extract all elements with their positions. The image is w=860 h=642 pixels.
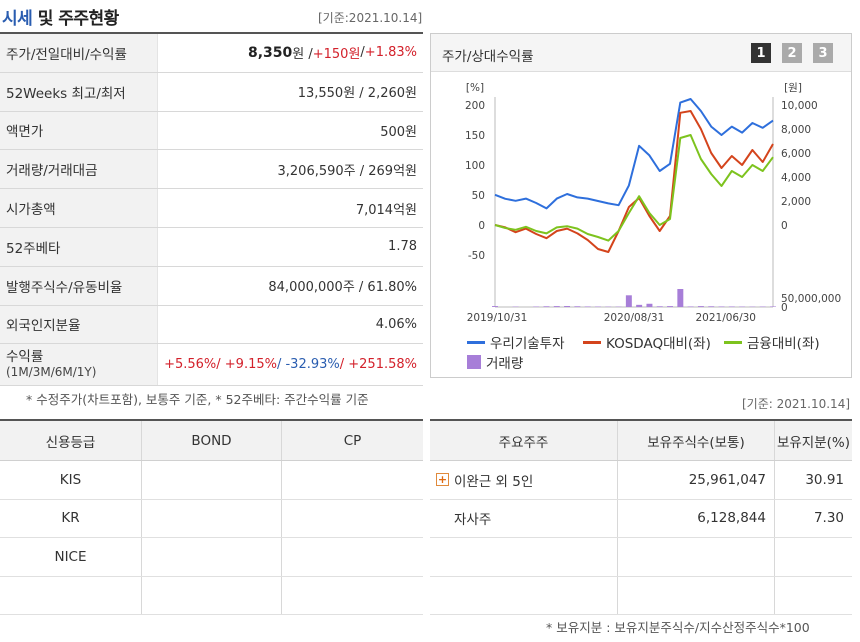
volume-bar bbox=[492, 306, 498, 307]
right-tick-label: 4,000 bbox=[781, 172, 811, 184]
chart-title: 주가/상대수익률 bbox=[442, 49, 534, 65]
volume-bar bbox=[728, 306, 735, 307]
right-tick-label: 0 bbox=[781, 220, 788, 232]
info-row-beta: 52주베타 1.78 bbox=[0, 227, 423, 267]
x-tick-label: 2020/08/31 bbox=[604, 312, 665, 324]
table-row: KR bbox=[0, 499, 423, 538]
left-axis-unit: [%] bbox=[466, 82, 484, 94]
info-row-shares: 발행주식수/유동비율 84,000,000주 / 61.80% bbox=[0, 266, 423, 306]
volume-bar bbox=[553, 306, 560, 307]
right-tick-label: 6,000 bbox=[781, 148, 811, 160]
legend-swatch-price bbox=[467, 340, 485, 344]
legend-item-volume: 거래량 bbox=[467, 352, 523, 372]
table-row: 자사주 6,128,844 7.30 bbox=[430, 499, 852, 538]
volume-bar bbox=[574, 306, 581, 307]
left-tick-label: -50 bbox=[468, 250, 485, 262]
series-line-3 bbox=[494, 134, 774, 242]
right-axis-unit: [원] bbox=[784, 82, 802, 94]
info-footnote: * 수정주가(차트포함), 보통주 기준, * 52주베타: 주간수익률 기준 bbox=[26, 392, 369, 407]
holders-base-date: [기준: 2021.10.14] bbox=[742, 397, 851, 411]
left-tick-label: 50 bbox=[472, 190, 485, 202]
series-line-2 bbox=[494, 110, 774, 253]
volume-bar bbox=[687, 306, 694, 307]
volume-bar bbox=[564, 306, 571, 307]
x-tick-label: 2021/06/30 bbox=[695, 312, 756, 324]
volume-bar bbox=[718, 306, 725, 307]
table-row bbox=[0, 576, 423, 615]
credit-header-row: 신용등급 BOND CP bbox=[0, 421, 423, 461]
legend-swatch-kosdaq bbox=[583, 340, 601, 344]
table-row bbox=[430, 576, 852, 615]
right-tick-label: 2,000 bbox=[781, 196, 811, 208]
volume-bar bbox=[584, 306, 591, 307]
volume-bar bbox=[677, 289, 684, 307]
info-row-mcap: 시가총액 7,014억원 bbox=[0, 189, 423, 228]
chart-header: 주가/상대수익률 1 2 3 bbox=[431, 34, 851, 72]
volume-bar bbox=[636, 304, 643, 307]
chart-page-3-button[interactable]: 3 bbox=[813, 43, 833, 63]
volume-bar bbox=[625, 295, 632, 307]
left-tick-label: 200 bbox=[465, 100, 485, 112]
chart-page-1-button[interactable]: 1 bbox=[751, 43, 771, 63]
volume-tick-label: 50,000,000 bbox=[781, 293, 841, 305]
legend-item-finance: 금융대비(좌) bbox=[724, 332, 820, 352]
volume-bar bbox=[646, 303, 653, 307]
table-row: + 이완근 외 5인 25,961,047 30.91 bbox=[430, 461, 852, 500]
volume-tick-label: 0 bbox=[781, 302, 788, 314]
x-tick-label: 2019/10/31 bbox=[467, 312, 528, 324]
chart-page-2-button[interactable]: 2 bbox=[782, 43, 802, 63]
left-tick-label: 100 bbox=[465, 160, 485, 172]
volume-bar bbox=[708, 306, 715, 307]
volume-bar bbox=[543, 306, 550, 307]
base-date: [기준:2021.10.14] bbox=[318, 11, 423, 25]
chart-panel: 주가/상대수익률 1 2 3 [%] [원] 200 150 100 50 0 -50 10,0… bbox=[430, 33, 852, 378]
holders-footnote: * 보유지분 : 보유지분주식수/지수산정주식수*100 bbox=[546, 620, 810, 635]
volume-bar bbox=[770, 306, 776, 307]
series-line-1 bbox=[494, 98, 774, 210]
left-tick-label: 0 bbox=[478, 220, 485, 232]
price-label: 주가/전일대비/수익률 bbox=[0, 34, 158, 72]
table-row: KIS bbox=[0, 461, 423, 500]
right-tick-label: 10,000 bbox=[781, 100, 818, 112]
major-holders-table: 주요주주 보유주식수(보통) 보유지분(%) + 이완근 외 5인 25,961,… bbox=[430, 419, 852, 615]
holder-name-link[interactable]: 이완근 외 5인 bbox=[454, 473, 534, 490]
info-row-price: 주가/전일대비/수익률 8,350 원 / +150원 / +1.83% bbox=[0, 34, 423, 73]
holders-header-row: 주요주주 보유주식수(보통) 보유지분(%) bbox=[430, 421, 852, 461]
volume-bar bbox=[667, 306, 674, 307]
legend-swatch-finance bbox=[724, 340, 742, 344]
legend-item-price: 우리기술투자 bbox=[467, 332, 565, 352]
info-row-par: 액면가 500원 bbox=[0, 111, 423, 151]
section-title: 시세 및 주주현황 bbox=[2, 9, 119, 29]
table-row bbox=[430, 538, 852, 577]
info-row-foreign: 외국인지분율 4.06% bbox=[0, 305, 423, 345]
expand-plus-icon[interactable]: + bbox=[436, 473, 449, 487]
info-row-volume: 거래량/거래대금 3,206,590주 / 269억원 bbox=[0, 150, 423, 190]
left-tick-label: 150 bbox=[465, 130, 485, 142]
returns-value: +5.56% / +9.15% / -32.93% / +251.58% bbox=[164, 357, 417, 373]
info-row-returns: 수익률 (1M/3M/6M/1Y) +5.56% / +9.15% / -32.93… bbox=[0, 344, 423, 387]
volume-bar bbox=[697, 306, 704, 307]
price-value: 8,350 원 / +150원 / +1.83% bbox=[247, 44, 417, 63]
market-info-table: 주가/전일대비/수익률 8,350 원 / +150원 / +1.83% 52We… bbox=[0, 32, 423, 387]
price-chart: [%] [원] 200 150 100 50 0 -50 10,000 8,000 6,000 4,0… bbox=[465, 82, 841, 324]
volume-bar bbox=[656, 306, 663, 307]
legend-item-kosdaq: KOSDAQ대비(좌) bbox=[583, 332, 711, 352]
info-row-52w: 52Weeks 최고/최저 13,550원 / 2,260원 bbox=[0, 72, 423, 112]
credit-rating-table: 신용등급 BOND CP KIS KR NICE bbox=[0, 419, 423, 615]
legend-swatch-volume bbox=[467, 355, 481, 369]
table-row: NICE bbox=[0, 538, 423, 577]
right-tick-label: 8,000 bbox=[781, 124, 811, 136]
